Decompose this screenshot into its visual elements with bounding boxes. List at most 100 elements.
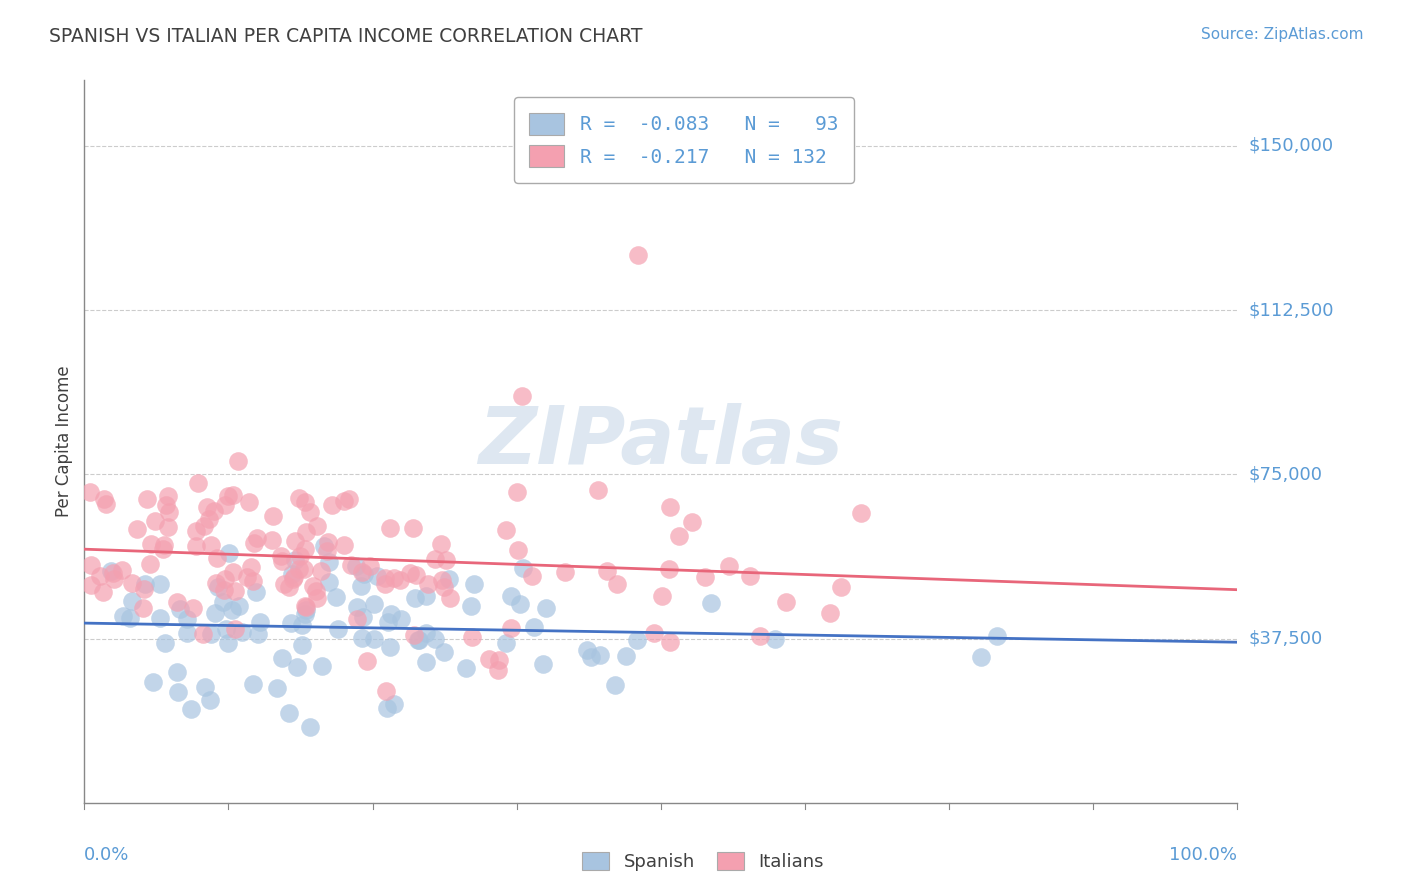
- Point: [204, 606, 226, 620]
- Point: [520, 569, 543, 583]
- Point: [202, 504, 225, 518]
- Point: [305, 591, 328, 605]
- Point: [586, 483, 609, 497]
- Point: [260, 533, 283, 547]
- Point: [280, 616, 302, 631]
- Point: [166, 665, 188, 680]
- Point: [180, 701, 202, 715]
- Text: ZIPatlas: ZIPatlas: [478, 402, 844, 481]
- Point: [157, 505, 180, 519]
- Point: [668, 529, 690, 543]
- Point: [262, 508, 284, 523]
- Point: [380, 607, 402, 622]
- Point: [155, 499, 177, 513]
- Point: [606, 576, 628, 591]
- Point: [328, 622, 350, 636]
- Point: [495, 636, 517, 650]
- Point: [239, 560, 262, 574]
- Point: [333, 538, 356, 552]
- Point: [195, 500, 218, 514]
- Point: [554, 565, 576, 579]
- Point: [217, 636, 239, 650]
- Point: [245, 584, 267, 599]
- Point: [495, 523, 517, 537]
- Point: [333, 493, 356, 508]
- Point: [658, 635, 681, 649]
- Point: [499, 621, 522, 635]
- Point: [415, 655, 437, 669]
- Point: [318, 534, 340, 549]
- Point: [512, 561, 534, 575]
- Point: [454, 661, 477, 675]
- Point: [93, 492, 115, 507]
- Point: [643, 626, 665, 640]
- Point: [228, 599, 250, 614]
- Text: $37,500: $37,500: [1249, 630, 1323, 648]
- Point: [408, 633, 430, 648]
- Point: [218, 546, 240, 560]
- Point: [184, 539, 207, 553]
- Point: [94, 498, 117, 512]
- Point: [318, 574, 340, 589]
- Point: [352, 609, 374, 624]
- Point: [352, 565, 374, 579]
- Point: [294, 599, 316, 613]
- Point: [176, 626, 198, 640]
- Point: [91, 585, 114, 599]
- Point: [142, 675, 165, 690]
- Point: [247, 627, 270, 641]
- Point: [134, 577, 156, 591]
- Point: [380, 640, 402, 654]
- Point: [186, 524, 208, 538]
- Point: [309, 565, 332, 579]
- Text: $75,000: $75,000: [1249, 466, 1323, 483]
- Point: [207, 580, 229, 594]
- Point: [699, 596, 721, 610]
- Point: [423, 552, 446, 566]
- Point: [294, 607, 316, 622]
- Point: [337, 492, 360, 507]
- Point: [763, 632, 786, 646]
- Point: [321, 498, 343, 512]
- Point: [302, 579, 325, 593]
- Point: [292, 562, 315, 576]
- Point: [402, 628, 425, 642]
- Y-axis label: Per Capita Income: Per Capita Income: [55, 366, 73, 517]
- Point: [311, 658, 333, 673]
- Point: [278, 580, 301, 594]
- Point: [288, 549, 311, 563]
- Point: [415, 589, 437, 603]
- Point: [531, 657, 554, 671]
- Point: [693, 570, 716, 584]
- Point: [382, 697, 405, 711]
- Point: [627, 248, 650, 262]
- Point: [226, 454, 249, 468]
- Point: [217, 490, 239, 504]
- Point: [717, 559, 740, 574]
- Point: [236, 570, 259, 584]
- Point: [295, 524, 318, 539]
- Point: [291, 638, 314, 652]
- Point: [363, 598, 385, 612]
- Point: [212, 583, 235, 598]
- Point: [430, 574, 453, 588]
- Point: [156, 489, 179, 503]
- Point: [149, 577, 172, 591]
- Point: [305, 584, 328, 599]
- Point: [153, 538, 176, 552]
- Point: [127, 522, 149, 536]
- Point: [242, 677, 264, 691]
- Point: [346, 600, 368, 615]
- Text: $150,000: $150,000: [1249, 137, 1333, 155]
- Text: $112,500: $112,500: [1249, 301, 1334, 319]
- Point: [79, 484, 101, 499]
- Point: [404, 591, 426, 605]
- Point: [374, 577, 396, 591]
- Point: [283, 572, 305, 586]
- Point: [382, 571, 405, 585]
- Point: [614, 649, 637, 664]
- Point: [288, 562, 311, 576]
- Point: [486, 663, 509, 677]
- Point: [111, 563, 134, 577]
- Point: [325, 590, 347, 604]
